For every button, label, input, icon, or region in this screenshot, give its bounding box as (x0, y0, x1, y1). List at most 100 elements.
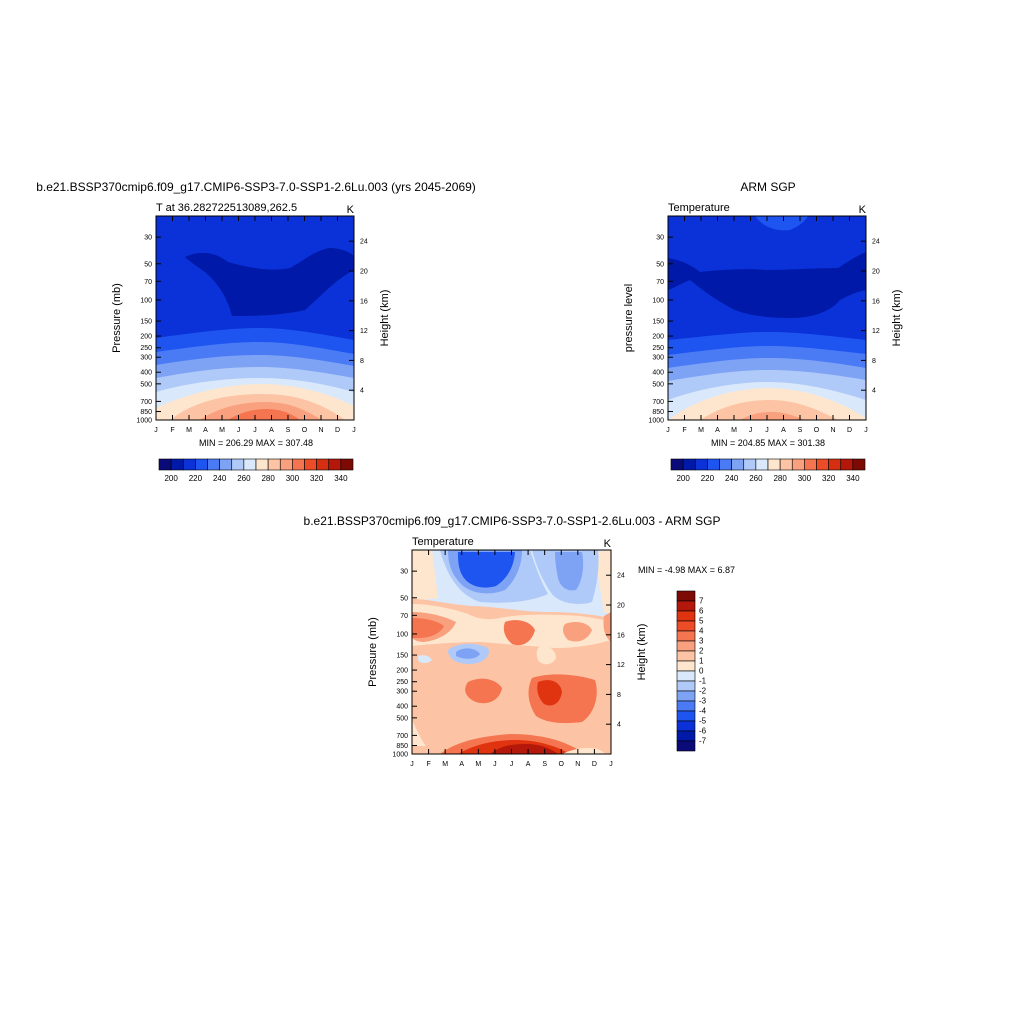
colorbar-swatch (755, 458, 769, 471)
panel-left-label: Temperature (412, 536, 474, 548)
x-tick-label: M (186, 427, 192, 434)
x-tick-label: N (830, 427, 835, 434)
colorbar-swatch (195, 458, 208, 471)
y2-tick-label: 12 (360, 328, 368, 335)
colorbar-swatch (840, 458, 854, 471)
y-tick-label: 150 (396, 653, 408, 660)
colorbar-swatch (676, 650, 696, 662)
y2-tick-label: 4 (872, 388, 876, 395)
colorbar-swatch (816, 458, 829, 471)
y-tick-label: 50 (656, 261, 664, 268)
y-tick-label: 400 (140, 370, 152, 377)
colorbar-swatch (731, 458, 745, 471)
x-tick-label: S (286, 427, 291, 434)
colorbar-swatch (207, 458, 220, 471)
colorbar-tick-label: -6 (699, 727, 707, 736)
colorbar-tick-label: 2 (699, 647, 704, 656)
x-tick-label: J (864, 427, 868, 434)
y-tick-label: 700 (140, 399, 152, 406)
y-tick-label: 300 (140, 355, 152, 362)
y2-axis: 4 8 12 16 20 24 (349, 239, 368, 395)
colorbar-swatch (676, 720, 696, 732)
colorbar-tick-label: 340 (334, 474, 348, 483)
colorbar-swatch (676, 680, 696, 692)
x-tick-label: J (253, 427, 257, 434)
y-tick-label: 50 (144, 261, 152, 268)
colorbar-swatch (676, 610, 696, 622)
colorbar-swatch (676, 630, 696, 642)
colorbar-swatch (743, 458, 757, 471)
panel-title: ARM SGP (740, 180, 795, 194)
y-tick-label: 150 (140, 319, 152, 326)
y2-axis-title: Height (km) (891, 290, 903, 347)
y-tick-label: 70 (656, 279, 664, 286)
panel-diff: b.e21.BSSP370cmip6.f09_g17.CMIP6-SSP3-7.… (304, 514, 736, 768)
x-tick-label: J (237, 427, 241, 434)
x-tick-label: A (459, 761, 464, 768)
colorbar-swatch (676, 730, 696, 742)
colorbar-swatch (231, 458, 245, 471)
y-tick-label: 30 (400, 569, 408, 576)
y2-tick-label: 20 (617, 603, 625, 610)
colorbar-tick-label: 280 (261, 474, 275, 483)
x-tick-label: S (542, 761, 547, 768)
y2-tick-label: 8 (360, 358, 364, 365)
x-tick-label: D (592, 761, 597, 768)
y-tick-label: 1000 (392, 752, 408, 759)
colorbar-swatch (670, 458, 684, 471)
y-tick-label: 850 (140, 409, 152, 416)
colorbar-tick-label: -7 (699, 737, 707, 746)
colorbar-swatch (767, 458, 781, 471)
y-tick-label: 500 (396, 715, 408, 722)
y-tick-label: 100 (396, 631, 408, 638)
x-tick-label: A (526, 761, 531, 768)
colorbar-tick-label: 6 (699, 607, 704, 616)
y-tick-label: 850 (652, 409, 664, 416)
y-tick-label: 700 (652, 399, 664, 406)
y-tick-label: 30 (656, 235, 664, 242)
units-label: K (347, 204, 355, 216)
colorbar-tick-label: 300 (798, 474, 812, 483)
colorbar-swatch (292, 458, 305, 471)
y-tick-label: 300 (396, 689, 408, 696)
colorbar-tick-label: 260 (749, 474, 763, 483)
y-tick-label: 700 (396, 733, 408, 740)
panel-left-label: T at 36.282722513089,262.5 (156, 202, 297, 214)
y-tick-label: 150 (652, 319, 664, 326)
colorbar-swatch (676, 600, 696, 612)
x-tick-label: N (575, 761, 580, 768)
colorbar-swatch (676, 660, 696, 672)
x-tick-label: J (749, 427, 753, 434)
y-tick-label: 1000 (648, 418, 664, 425)
colorbar-swatch (182, 458, 196, 471)
y2-tick-label: 16 (872, 298, 880, 305)
x-tick-label: S (798, 427, 803, 434)
y-tick-label: 400 (652, 370, 664, 377)
colorbar-swatch (328, 458, 342, 471)
colorbar-tick-label: 3 (699, 637, 704, 646)
x-tick-label: D (847, 427, 852, 434)
colorbar-abs: 200 220 240 260 280 300 320 340 (158, 458, 354, 483)
y2-axis: 4 8 12 16 20 24 (861, 239, 880, 395)
colorbar-swatch (676, 690, 696, 702)
y-axis: 30 50 70 100 150 200 250 300 400 500 700 850 1000 (392, 569, 417, 759)
colorbar-swatch (676, 620, 696, 632)
y-axis-title: Pressure (mb) (111, 283, 123, 353)
x-tick-label: F (170, 427, 174, 434)
panel-title: b.e21.BSSP370cmip6.f09_g17.CMIP6-SSP3-7.… (304, 514, 721, 528)
y-axis: 30 50 70 100 150 200 250 300 400 500 700 850 1000 (136, 235, 161, 425)
x-tick-label: O (559, 761, 565, 768)
x-tick-label: M (475, 761, 481, 768)
colorbar-swatch (219, 458, 233, 471)
y-tick-label: 250 (396, 679, 408, 686)
x-tick-label: M (442, 761, 448, 768)
x-tick-label: J (666, 427, 670, 434)
y-axis-title: pressure level (623, 284, 635, 352)
colorbar-tick-label: 200 (676, 474, 690, 483)
y-tick-label: 850 (396, 743, 408, 750)
colorbar-tick-label: 220 (701, 474, 715, 483)
colorbar-swatch (279, 458, 293, 471)
colorbar-swatch (170, 458, 184, 471)
